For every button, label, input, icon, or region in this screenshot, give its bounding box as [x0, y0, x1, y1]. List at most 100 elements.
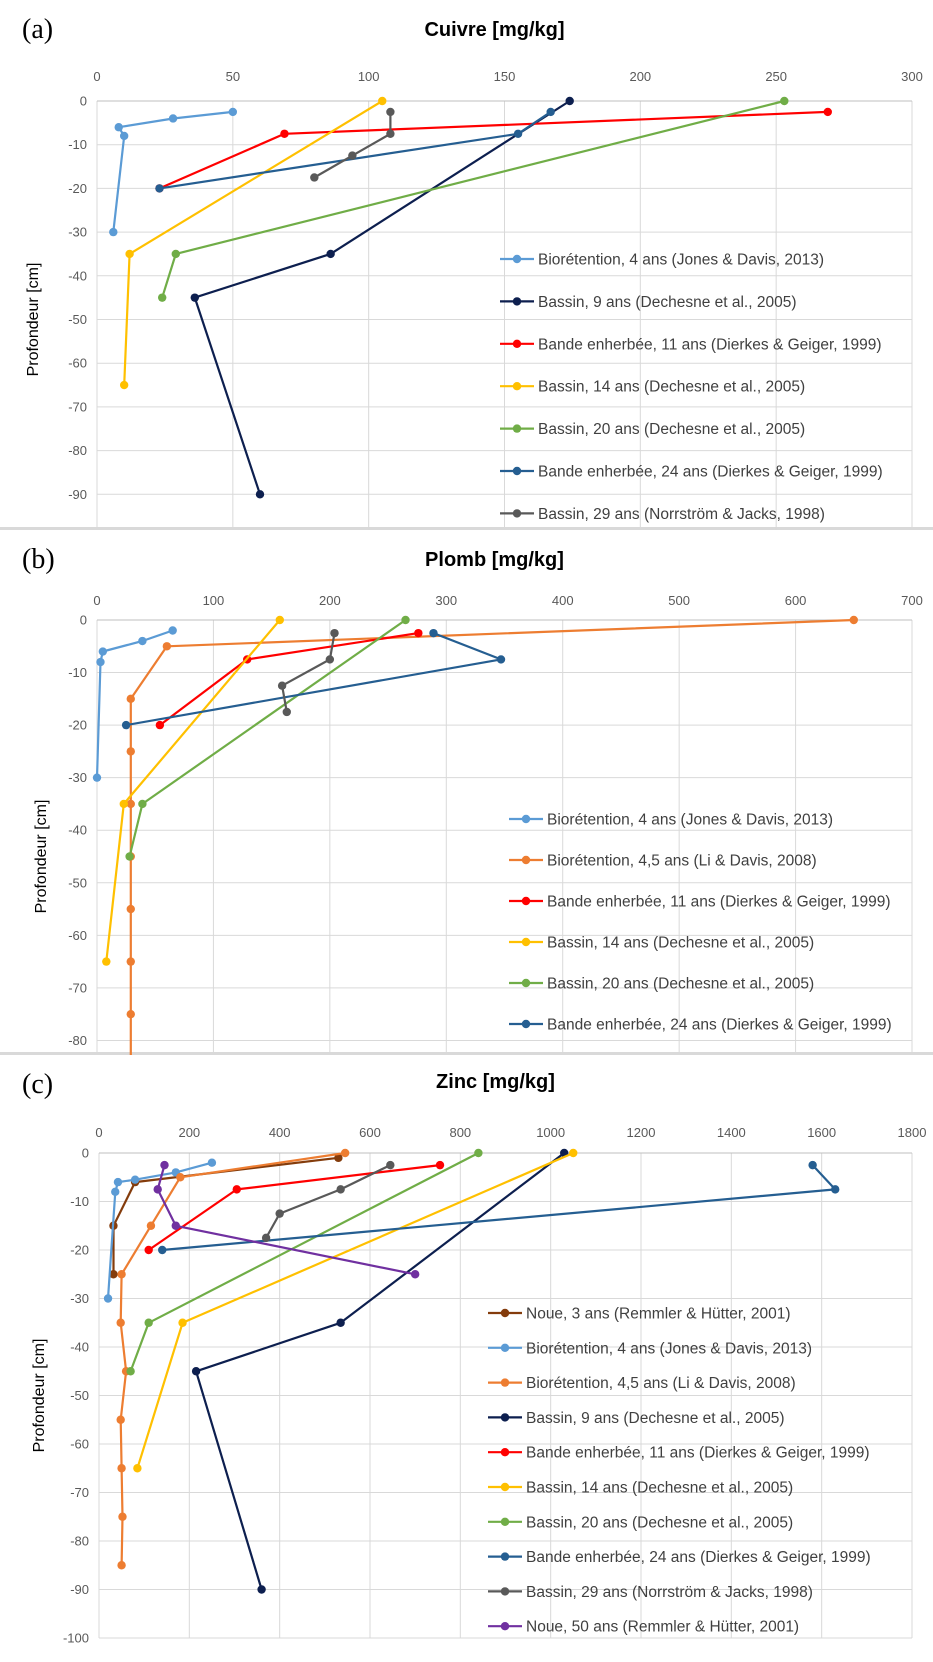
- y-tick-label: -80: [70, 1534, 89, 1549]
- legend-entry: Bassin, 29 ans (Norrström & Jacks, 1998): [500, 506, 825, 523]
- series-line: [156, 1164, 416, 1276]
- series-line: [119, 1151, 346, 1566]
- series-line: [193, 100, 571, 495]
- x-tick-label: 200: [178, 1125, 200, 1140]
- series: [158, 1160, 840, 1255]
- series: [158, 96, 789, 302]
- data-point: [386, 1160, 395, 1170]
- legend-label: Biorétention, 4 ans (Jones & Davis, 2013…: [538, 252, 824, 269]
- data-point: [96, 657, 105, 667]
- data-point: [849, 615, 858, 625]
- panel-c: (c) 0 -10 -20 -30 -40 -50 -60 -70 -80 -90 -100 0 200…: [0, 1055, 933, 1662]
- series: [261, 1160, 395, 1243]
- y-tick-label: -20: [68, 181, 87, 196]
- legend-entry: Bande enherbée, 24 ans (Dierkes & Geiger…: [500, 464, 883, 481]
- y-tick-label: -70: [70, 1485, 89, 1500]
- data-point: [275, 1209, 284, 1218]
- data-point: [138, 636, 147, 646]
- x-tick-label: 250: [765, 69, 787, 84]
- series: [153, 1160, 420, 1279]
- data-point: [158, 1245, 167, 1255]
- data-point: [133, 1464, 142, 1473]
- data-point: [232, 1185, 241, 1194]
- x-tick-label: 300: [435, 593, 457, 608]
- legend-entry: Noue, 3 ans (Remmler & Hütter, 2001): [488, 1306, 790, 1323]
- series-line: [129, 618, 854, 1055]
- legend-swatch-marker: [500, 1308, 510, 1318]
- y-tick-label: -40: [70, 1340, 89, 1355]
- data-point: [386, 107, 395, 117]
- data-point: [155, 184, 164, 193]
- series: [126, 1148, 483, 1376]
- data-point: [435, 1160, 445, 1170]
- legend-entry: Bande enherbée, 11 ans (Dierkes & Geiger…: [488, 1445, 870, 1462]
- legend-swatch-marker: [521, 855, 531, 865]
- y-tick-label: 0: [80, 613, 87, 628]
- legend-swatch-marker: [521, 814, 531, 824]
- data-point: [569, 1148, 578, 1158]
- legend-swatch-marker: [500, 1622, 510, 1631]
- series-line: [112, 1156, 339, 1275]
- legend-entry: Noue, 50 ans (Remmler & Hütter, 2001): [488, 1619, 799, 1636]
- data-point: [117, 1270, 126, 1279]
- x-tick-label: 500: [668, 593, 690, 608]
- panel-b: (b) 0-10-20-30-40-50-60-70-80-9001002003…: [0, 530, 933, 1055]
- data-point: [113, 1177, 123, 1187]
- series: [109, 107, 238, 237]
- legend-label: Biorétention, 4,5 ans (Li & Davis, 2008): [526, 1375, 796, 1392]
- panel-letter: (b): [22, 544, 55, 575]
- y-tick-label: -100: [63, 1631, 89, 1646]
- data-point: [831, 1185, 840, 1194]
- y-tick-label: -10: [70, 1194, 89, 1209]
- series-line: [195, 1152, 565, 1590]
- legend-swatch-marker: [512, 254, 522, 264]
- y-tick-label: -30: [68, 770, 87, 785]
- legend-label: Noue, 3 ans (Remmler & Hütter, 2001): [526, 1306, 790, 1323]
- data-point: [808, 1160, 817, 1170]
- data-point: [429, 628, 438, 638]
- x-tick-label: 200: [319, 593, 341, 608]
- series: [109, 1153, 343, 1279]
- data-point: [228, 107, 238, 117]
- y-tick-label: -30: [68, 225, 87, 240]
- chart-copper: 0-10-20-30-40-50-60-70-80-90-10005010015…: [25, 19, 923, 530]
- data-point: [114, 123, 123, 132]
- legend-entry: Bassin, 20 ans (Dechesne et al., 2005): [500, 421, 805, 438]
- y-tick-label: -20: [70, 1243, 89, 1258]
- data-point: [125, 852, 134, 861]
- panel-letter: (a): [22, 14, 54, 45]
- data-point: [277, 681, 287, 690]
- series-line: [106, 1161, 213, 1299]
- y-tick-label: -60: [70, 1437, 89, 1452]
- data-point: [261, 1233, 271, 1243]
- legend-label: Bassin, 20 ans (Dechesne et al., 2005): [547, 976, 814, 993]
- legend-swatch-marker: [521, 896, 531, 906]
- series: [155, 107, 555, 193]
- data-point: [153, 1185, 162, 1194]
- legend-entry: Biorétention, 4 ans (Jones & Davis, 2013…: [509, 812, 833, 829]
- chart-title: Cuivre [mg/kg]: [424, 19, 564, 41]
- data-point: [780, 96, 789, 106]
- legend-entry: Biorétention, 4,5 ans (Li & Davis, 2008): [509, 853, 817, 870]
- series: [121, 628, 506, 730]
- data-point: [336, 1185, 345, 1194]
- data-point: [496, 655, 506, 664]
- legend-label: Bassin, 14 ans (Dechesne et al., 2005): [538, 379, 805, 396]
- series: [310, 107, 395, 182]
- x-tick-label: 100: [358, 69, 380, 84]
- data-point: [126, 1009, 135, 1019]
- data-point: [386, 129, 395, 138]
- series: [277, 628, 339, 717]
- series: [190, 96, 574, 499]
- series: [125, 615, 410, 861]
- data-point: [92, 773, 102, 782]
- legend-entry: Biorétention, 4 ans (Jones & Davis, 2013…: [500, 252, 824, 269]
- y-axis-label: Profondeur [cm]: [25, 263, 42, 377]
- data-point: [275, 615, 284, 625]
- data-point: [257, 1585, 266, 1594]
- x-tick-label: 300: [901, 69, 923, 84]
- data-point: [109, 1270, 118, 1279]
- legend-label: Bassin, 9 ans (Dechesne et al., 2005): [538, 294, 796, 311]
- legend-entry: Bassin, 9 ans (Dechesne et al., 2005): [500, 294, 796, 311]
- data-point: [155, 720, 165, 730]
